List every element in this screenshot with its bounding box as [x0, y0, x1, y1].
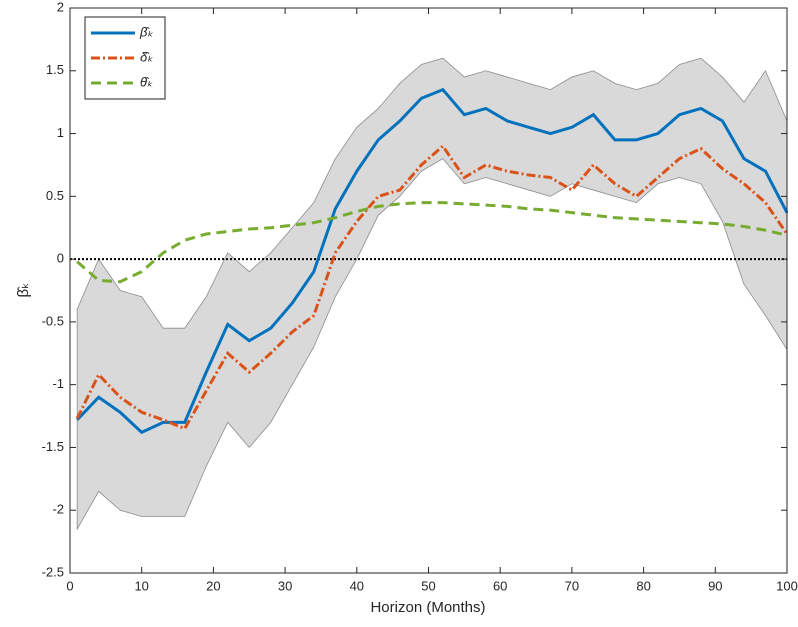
- y-tick-label: -1.5: [42, 439, 64, 454]
- x-tick-label: 80: [636, 578, 650, 593]
- x-tick-label: 70: [565, 578, 579, 593]
- legend-label: β̂ₖ: [139, 24, 153, 39]
- x-tick-label: 0: [66, 578, 73, 593]
- series-line: [76, 87, 789, 435]
- x-tick-label: 100: [776, 578, 798, 593]
- x-tick-label: 30: [278, 578, 292, 593]
- y-axis-label: β̂ₖ: [15, 282, 32, 297]
- y-tick-label: 0.5: [46, 188, 64, 203]
- y-tick-label: -1: [52, 376, 64, 391]
- confidence-band: [76, 57, 788, 531]
- x-tick-label: 20: [206, 578, 220, 593]
- y-tick-label: -2.5: [42, 564, 64, 579]
- legend-label: δ̂ₖ: [140, 49, 153, 64]
- y-tick-label: 1.5: [46, 62, 64, 77]
- legend-label: θ̂ₖ: [140, 74, 153, 89]
- y-tick-label: 1: [57, 125, 64, 140]
- series-line: [76, 201, 788, 284]
- x-tick-label: 60: [493, 578, 507, 593]
- y-tick-label: 2: [57, 0, 64, 14]
- x-tick-label: 50: [421, 578, 435, 593]
- y-tick-label: -2: [52, 502, 64, 517]
- x-tick-label: 90: [708, 578, 722, 593]
- x-axis-label: Horizon (Months): [370, 599, 485, 616]
- series-line: [75, 143, 789, 431]
- y-tick-label: 0: [57, 251, 64, 266]
- x-tick-label: 10: [134, 578, 148, 593]
- y-tick-label: -0.5: [42, 313, 64, 328]
- x-tick-label: 40: [350, 578, 364, 593]
